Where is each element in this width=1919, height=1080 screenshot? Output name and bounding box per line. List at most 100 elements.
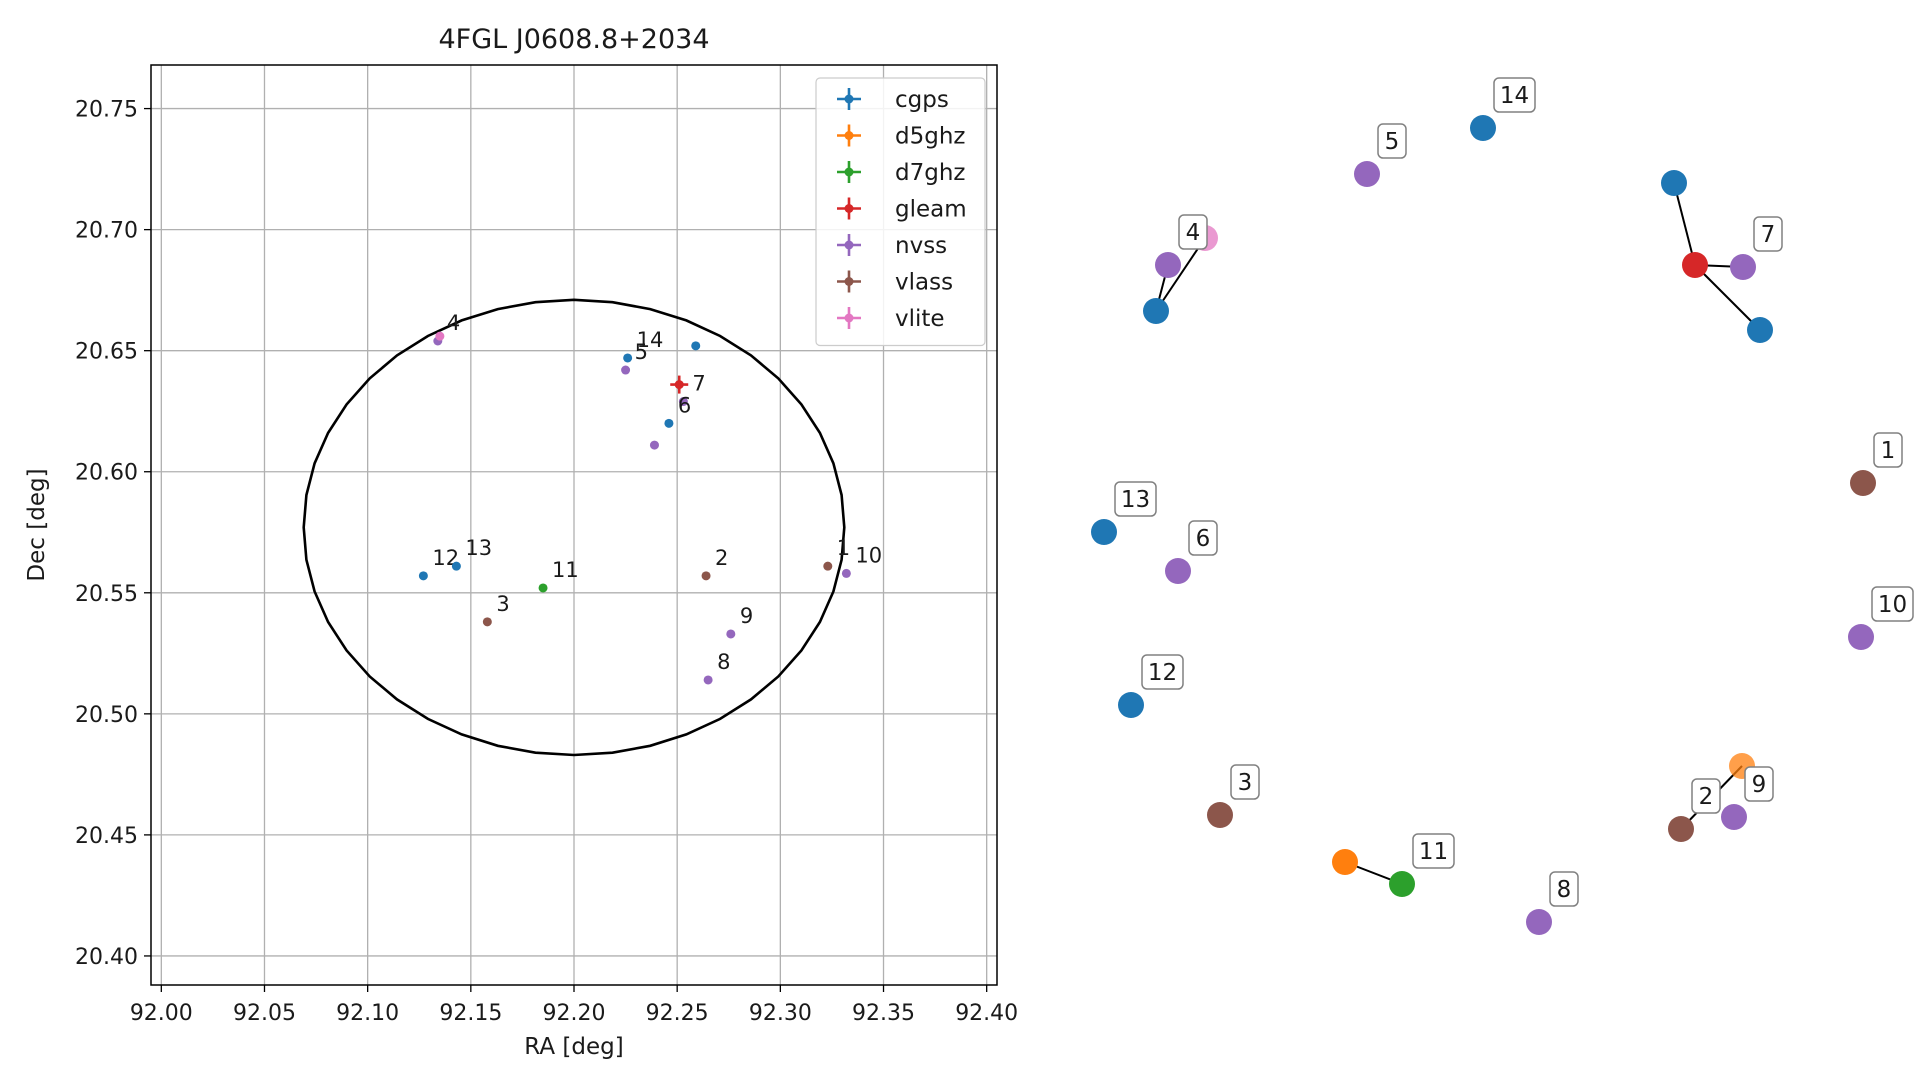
data-point [703,675,713,685]
network-node [1850,470,1876,496]
point-label: 3 [496,592,509,616]
node-label-box [1549,871,1579,907]
data-point [823,561,833,571]
point-label: 5 [635,340,648,364]
legend-label: cgps [895,87,949,113]
node-label-box [1753,216,1783,252]
node-label: 3 [1238,770,1253,796]
network-node [1526,909,1552,935]
data-point [691,341,701,351]
y-tick-label: 20.70 [75,219,138,244]
legend-marker [844,313,854,323]
node-label: 4 [1186,220,1201,246]
network-node [1668,816,1694,842]
data-point [678,397,688,407]
grid-lines [151,65,997,985]
y-tick-label: 20.50 [75,703,138,728]
node-label: 9 [1752,772,1767,798]
node-label-box [1377,123,1407,159]
network-node [1747,317,1773,343]
node-label: 5 [1385,129,1400,155]
data-point [664,418,674,428]
network-edge [1673,182,1696,266]
node-label: 10 [1878,592,1907,618]
y-tick-label: 20.60 [75,461,138,486]
network-node [1143,298,1169,324]
network-node [1155,252,1181,278]
network-node [1848,624,1874,650]
legend-items: cgps d5ghz d7ghz gleam nvss vlass vlite [837,87,967,332]
y-tick-label: 20.65 [75,340,138,365]
node-label-box [1178,214,1208,250]
network-node [1721,804,1747,830]
legend-marker [844,131,854,140]
legend-label: d5ghz [895,124,965,150]
x-tick-label: 92.05 [233,1001,296,1026]
node-label-box [1230,764,1260,800]
legend-box [815,77,986,347]
network-node [1118,692,1144,718]
data-point [701,571,711,581]
data-point [621,365,631,375]
point-label: 2 [715,546,728,570]
legend-marker [844,240,854,250]
x-tick-label: 92.30 [749,1001,812,1026]
data-point [674,380,684,390]
node-label: 6 [1196,526,1211,552]
chart-title: 4FGL J0608.8+2034 [438,24,709,55]
legend-label: gleam [895,197,967,223]
legend: cgps d5ghz d7ghz gleam nvss vlass vlite [815,77,986,347]
node-label: 13 [1121,487,1150,513]
node-label: 2 [1699,784,1714,810]
point-label: 8 [717,650,730,674]
legend-marker [844,167,854,177]
x-axis-label: RA [deg] [524,1034,623,1060]
network-node [1730,254,1756,280]
network-node [1207,802,1233,828]
data-point [649,440,659,450]
axis-ticks: 92.00 92.05 92.10 92.15 92.20 92.25 92.30 92.35… [75,98,1018,1026]
data-point [418,571,428,581]
data-point [482,617,492,627]
legend-label: nvss [895,233,947,259]
x-tick-label: 92.20 [543,1001,606,1026]
node-label-box [1744,766,1774,802]
legend-label: d7ghz [895,160,965,186]
x-tick-label: 92.15 [439,1001,502,1026]
y-tick-label: 20.40 [75,945,138,970]
node-label: 12 [1148,660,1177,686]
data-point [451,561,461,571]
network-node [1354,161,1380,187]
localization-ellipse [302,298,846,757]
point-label: 13 [465,536,492,560]
node-label-box [1873,432,1903,468]
network-node [1332,849,1358,875]
legend-label: vlass [895,270,953,296]
y-tick-label: 20.45 [75,824,138,849]
node-label: 7 [1761,222,1776,248]
point-label: 9 [740,604,753,628]
point-label: 11 [552,558,579,582]
data-point [841,568,851,578]
node-label-box [1412,833,1455,869]
node-label-box [1141,654,1184,690]
x-tick-label: 92.00 [130,1001,193,1026]
point-label: 4 [447,311,460,335]
x-tick-label: 92.40 [955,1001,1018,1026]
node-label: 11 [1419,839,1448,865]
network-node [1389,871,1415,897]
data-point [623,353,633,363]
x-tick-label: 92.10 [336,1001,399,1026]
network-node [1470,115,1496,141]
sky-plot: 92.00 92.05 92.10 92.15 92.20 92.25 92.30 92.35… [24,24,1018,1060]
data-point [726,629,736,639]
node-label: 14 [1500,83,1529,109]
point-label: 10 [855,543,882,567]
node-label-box [1691,778,1721,814]
node-label-box [1871,586,1914,622]
network-node [1682,252,1708,278]
